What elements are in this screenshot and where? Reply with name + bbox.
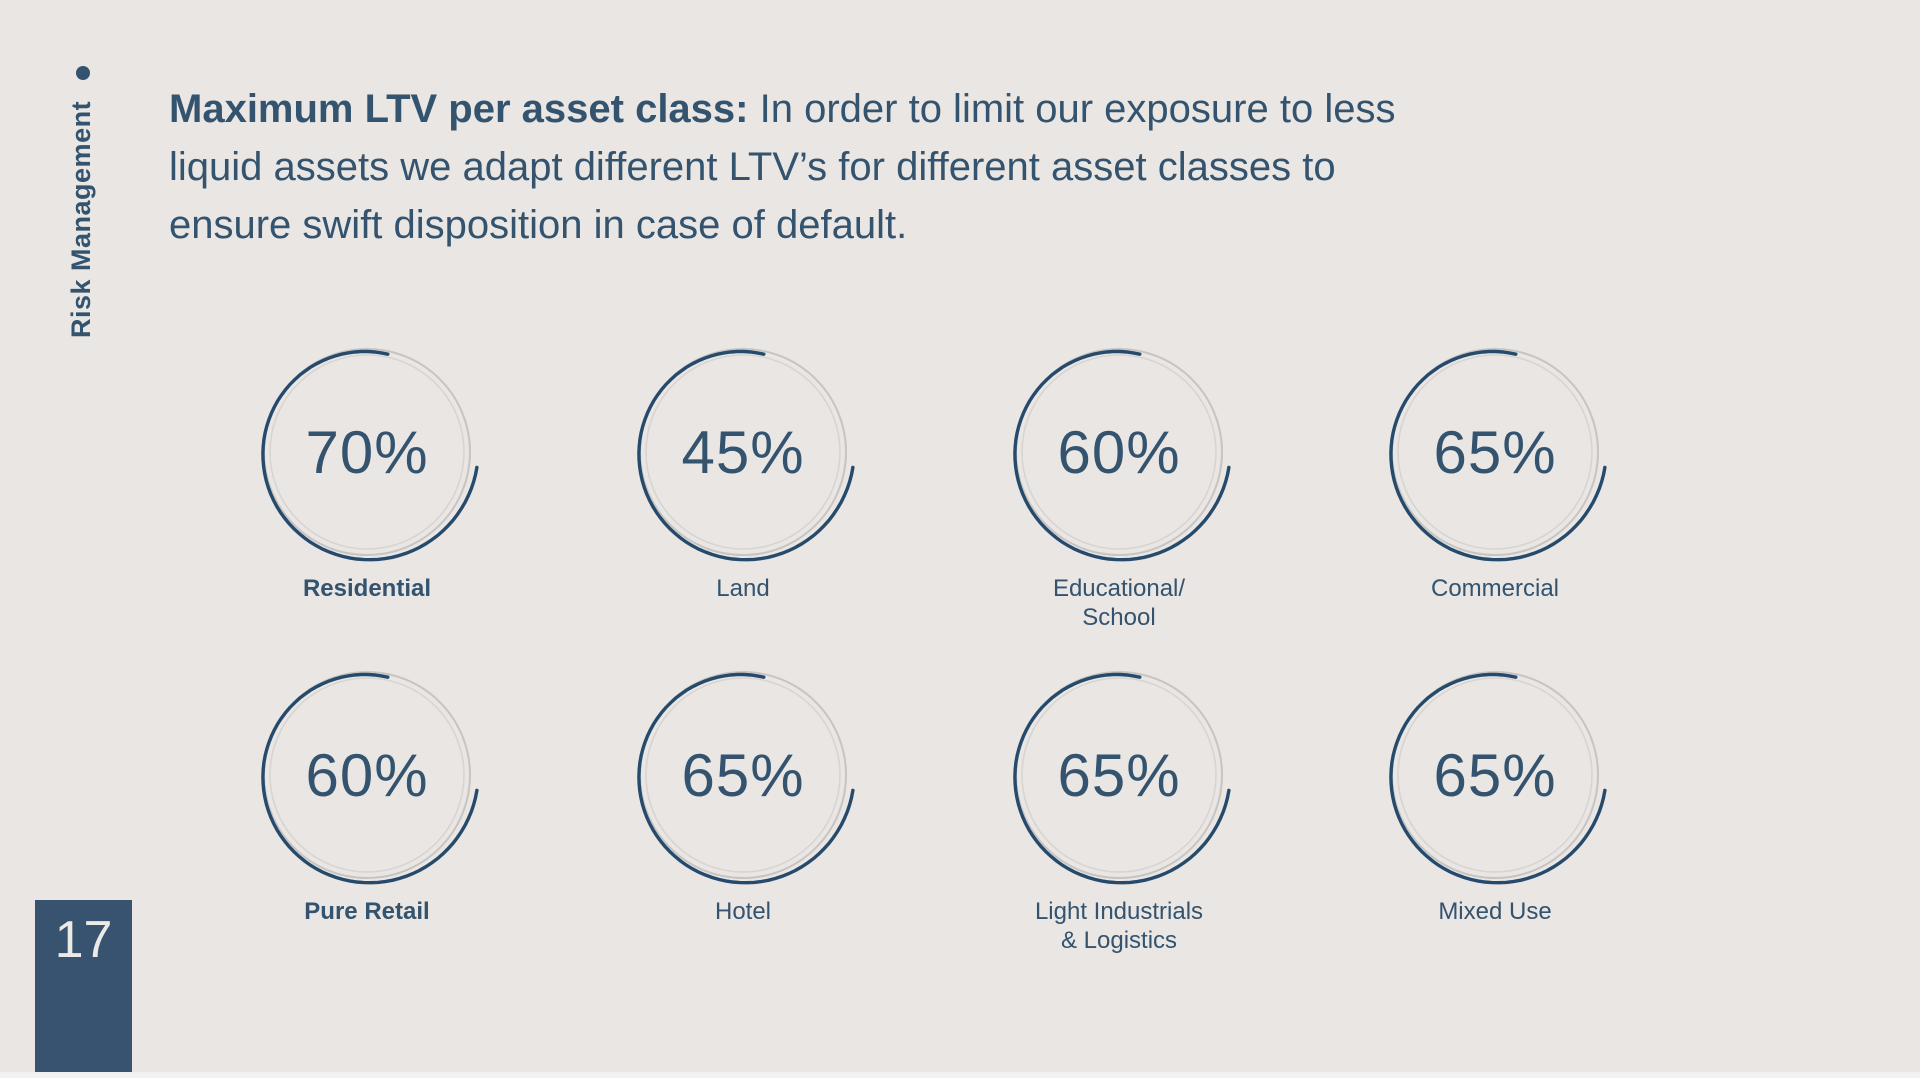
gauge-label: Mixed Use: [1438, 898, 1552, 925]
gauge-ring-svg: [1013, 348, 1231, 562]
bullet-icon: [76, 66, 90, 80]
intro-bold-lead: Maximum LTV per asset class:: [169, 87, 749, 131]
gauge-label: Educational/School: [1052, 575, 1186, 631]
gauge-ring: 60%: [1005, 338, 1233, 566]
gauge-value: 65%: [681, 741, 805, 809]
gauge-value: 45%: [681, 418, 805, 486]
gauge-inner-circle: [1021, 677, 1217, 873]
gauge-label: Light Industrials & Logistics: [1034, 898, 1204, 954]
gauge-ring-svg: [1389, 348, 1607, 562]
gauge-inner-circle: [1021, 354, 1217, 550]
intro-paragraph: Maximum LTV per asset class: In order to…: [169, 80, 1469, 254]
gauge-arc: [1013, 349, 1231, 562]
gauge-value: 65%: [1433, 418, 1557, 486]
gauge-arc: [637, 672, 855, 885]
gauge-arc: [261, 349, 479, 562]
gauge-ring-svg: [637, 671, 855, 885]
gauge-arc: [1389, 349, 1607, 562]
intro-line-3: ensure swift disposition in case of defa…: [169, 203, 908, 247]
ltv-gauge-card: 70% Residential: [179, 338, 555, 661]
ltv-gauge-card: 65% Commercial: [1307, 338, 1683, 661]
ltv-gauge-card: 45% Land: [555, 338, 931, 661]
ltv-gauge-card: 60% Pure Retail: [179, 661, 555, 984]
gauge-label: Land: [716, 575, 770, 602]
gauge-label: Pure Retail: [304, 898, 430, 925]
gauge-inner-circle: [1397, 677, 1593, 873]
ltv-gauge-card: 65% Light Industrials & Logistics: [931, 661, 1307, 984]
gauge-ring: 65%: [629, 661, 857, 889]
intro-line-1: Maximum LTV per asset class: In order to…: [169, 80, 1469, 138]
gauge-ring: 65%: [1381, 338, 1609, 566]
gauge-ring-svg: [637, 348, 855, 562]
ltv-gauge-card: 65% Hotel: [555, 661, 931, 984]
gauge-ring-svg: [261, 671, 479, 885]
gauge-inner-circle: [269, 354, 465, 550]
page-number-box: 17: [35, 900, 132, 1072]
intro-line-1-rest: In order to limit our exposure to less: [748, 87, 1396, 131]
gauge-arc: [1389, 672, 1607, 885]
gauge-ring: 60%: [253, 661, 481, 889]
gauge-value: 70%: [305, 418, 429, 486]
ltv-gauge-grid: 70% Residential 45% Land: [179, 338, 1683, 984]
gauge-value: 65%: [1057, 741, 1181, 809]
page-number: 17: [54, 911, 113, 969]
gauge-arc: [261, 672, 479, 885]
gauge-ring-svg: [1013, 671, 1231, 885]
gauge-arc: [1013, 672, 1231, 885]
intro-line-2: liquid assets we adapt different LTV’s f…: [169, 145, 1336, 189]
gauge-label: Hotel: [714, 898, 772, 925]
gauge-value: 60%: [1057, 418, 1181, 486]
gauge-ring: 45%: [629, 338, 857, 566]
gauge-value: 60%: [305, 741, 429, 809]
gauge-ring: 70%: [253, 338, 481, 566]
gauge-inner-circle: [269, 677, 465, 873]
gauge-inner-circle: [645, 677, 841, 873]
section-label: Risk Management: [66, 100, 96, 338]
gauge-label: Residential: [302, 575, 432, 602]
slide-edge-strip: [0, 1072, 1920, 1078]
gauge-ring-svg: [261, 348, 479, 562]
gauge-inner-circle: [645, 354, 841, 550]
gauge-ring-svg: [1389, 671, 1607, 885]
gauge-ring: 65%: [1381, 661, 1609, 889]
gauge-value: 65%: [1433, 741, 1557, 809]
ltv-gauge-card: 60% Educational/School: [931, 338, 1307, 661]
gauge-ring: 65%: [1005, 661, 1233, 889]
gauge-inner-circle: [1397, 354, 1593, 550]
ltv-gauge-card: 65% Mixed Use: [1307, 661, 1683, 984]
gauge-arc: [637, 349, 855, 562]
gauge-label: Commercial: [1430, 575, 1559, 602]
